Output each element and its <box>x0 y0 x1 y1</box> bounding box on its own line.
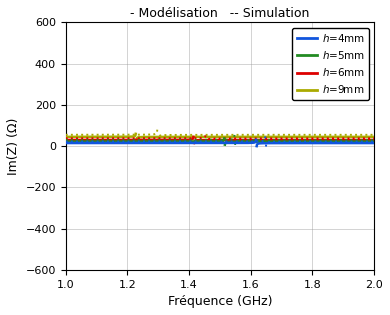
Title: - Modélisation   -- Simulation: - Modélisation -- Simulation <box>130 7 310 20</box>
Legend: $h$=4mm, $h$=5mm, $h$=6mm, $h$=9mm: $h$=4mm, $h$=5mm, $h$=6mm, $h$=9mm <box>292 28 369 100</box>
Y-axis label: Im(Z) (Ω): Im(Z) (Ω) <box>7 117 20 175</box>
X-axis label: Fréquence (GHz): Fréquence (GHz) <box>168 295 272 308</box>
